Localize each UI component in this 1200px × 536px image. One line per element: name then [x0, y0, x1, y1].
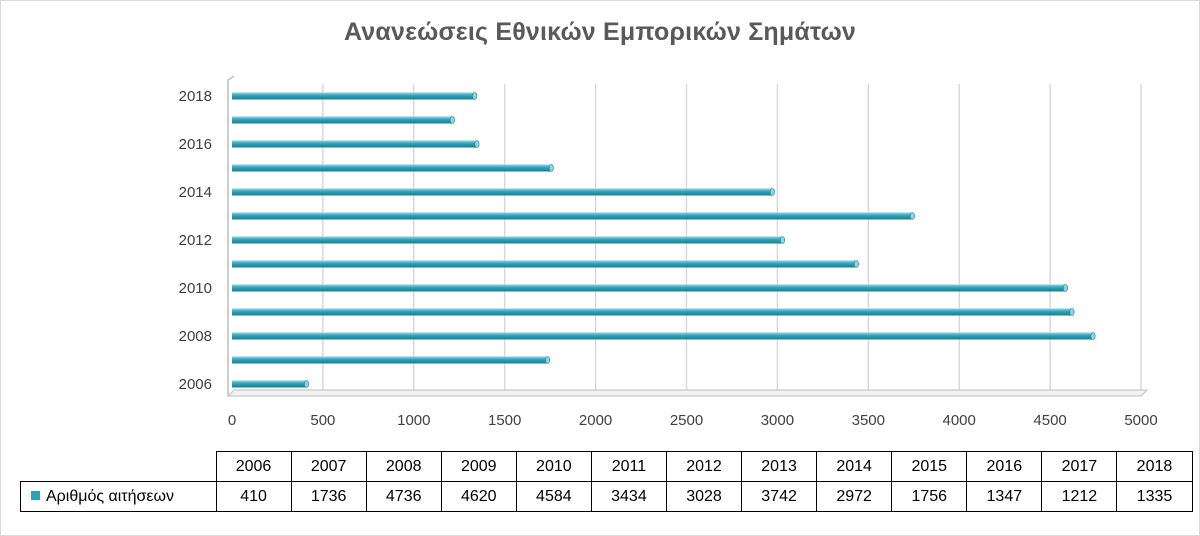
bars	[232, 92, 1096, 388]
data-table-year-cell: 2010	[515, 451, 592, 482]
data-table-value-cell: 1347	[966, 481, 1043, 512]
data-table-value-cell: 2972	[816, 481, 893, 512]
x-axis-ticks: 0 500 1000 1500 2000 2500 3000 3500 4000 4500 5000	[228, 412, 1158, 429]
x-axis-floor	[226, 389, 1149, 397]
data-table-value-cell: 4620	[440, 481, 517, 512]
data-table-value-cell: 4584	[515, 481, 592, 512]
y-tick-label: 2014	[179, 184, 212, 201]
y-axis-line	[227, 75, 235, 396]
x-tick-label: 0	[228, 412, 236, 429]
bar	[232, 92, 478, 100]
data-table-year-cell: 2008	[365, 451, 442, 482]
chart-title: Ανανεώσεις Εθνικών Εμπορικών Σημάτων	[343, 18, 857, 46]
y-tick-label: 2018	[179, 88, 212, 105]
data-table-year-cell: 2009	[440, 451, 517, 482]
y-tick-label: 2012	[179, 232, 212, 249]
data-table-value-cell: 3028	[665, 481, 743, 512]
y-tick-label: 2010	[179, 280, 212, 297]
data-table-year-cell: 2016	[966, 451, 1043, 482]
bar	[232, 356, 551, 364]
data-table-value-cell: 1335	[1116, 481, 1193, 512]
data-table-value-cell: 1212	[1041, 481, 1118, 512]
data-table-year-cell: 2007	[290, 451, 367, 482]
data-table-value-cell: 1756	[891, 481, 968, 512]
x-tick-label: 5000	[1124, 412, 1157, 429]
data-table-year-cell: 2006	[215, 451, 292, 482]
x-tick-label: 1500	[488, 412, 521, 429]
bar	[232, 236, 785, 244]
bar	[232, 308, 1075, 316]
bar	[232, 188, 775, 196]
bar	[232, 332, 1096, 340]
bar	[232, 116, 455, 124]
data-table-value-cell: 1736	[290, 481, 367, 512]
x-tick-label: 4500	[1033, 412, 1066, 429]
y-tick-label: 2008	[179, 328, 212, 345]
y-tick-label: 2006	[179, 376, 212, 393]
x-tick-label: 3000	[761, 412, 794, 429]
data-table-year-cell: 2013	[741, 451, 818, 482]
data-table-year-cell: 2018	[1116, 451, 1193, 482]
bar	[232, 164, 554, 172]
data-table-year-cell: 2015	[891, 451, 968, 482]
data-table: 2006 2007 2008 2009 2010 2011 2012 2013 2014 2015…	[20, 451, 1193, 512]
y-axis-ticks: 2006 2008 2010 2012 2014 2016 2018	[179, 88, 212, 393]
bar	[232, 380, 310, 388]
y-tick-label: 2016	[179, 136, 212, 153]
data-table-value-cell: 410	[215, 481, 292, 512]
bar	[232, 140, 480, 148]
bar	[232, 260, 859, 268]
data-table-value-cell: 3434	[590, 481, 667, 512]
x-tick-label: 500	[310, 412, 335, 429]
data-table-year-cell: 2012	[665, 451, 743, 482]
data-table-year-cell: 2014	[816, 451, 893, 482]
bar	[232, 284, 1068, 292]
data-table-value-row: Αριθμός αιτήσεων 410 1736 4736 4620 4584 3434…	[20, 481, 1193, 512]
data-table-header-row: 2006 2007 2008 2009 2010 2011 2012 2013 2014 2015…	[20, 451, 1193, 482]
legend-cell: Αριθμός αιτήσεων	[20, 481, 217, 512]
x-tick-label: 1000	[397, 412, 430, 429]
x-tick-label: 4000	[943, 412, 976, 429]
legend-swatch	[31, 490, 40, 500]
data-table-value-cell: 4736	[365, 481, 442, 512]
x-tick-label: 2500	[670, 412, 703, 429]
gridlines	[226, 75, 1149, 397]
legend-series-name: Αριθμός αιτήσεων	[46, 487, 175, 505]
data-table-corner	[20, 451, 217, 482]
data-table-year-cell: 2017	[1041, 451, 1118, 482]
x-tick-label: 3500	[852, 412, 885, 429]
data-table-year-cell: 2011	[590, 451, 667, 482]
bar	[232, 212, 915, 220]
x-tick-label: 2000	[579, 412, 612, 429]
data-table-value-cell: 3742	[741, 481, 818, 512]
